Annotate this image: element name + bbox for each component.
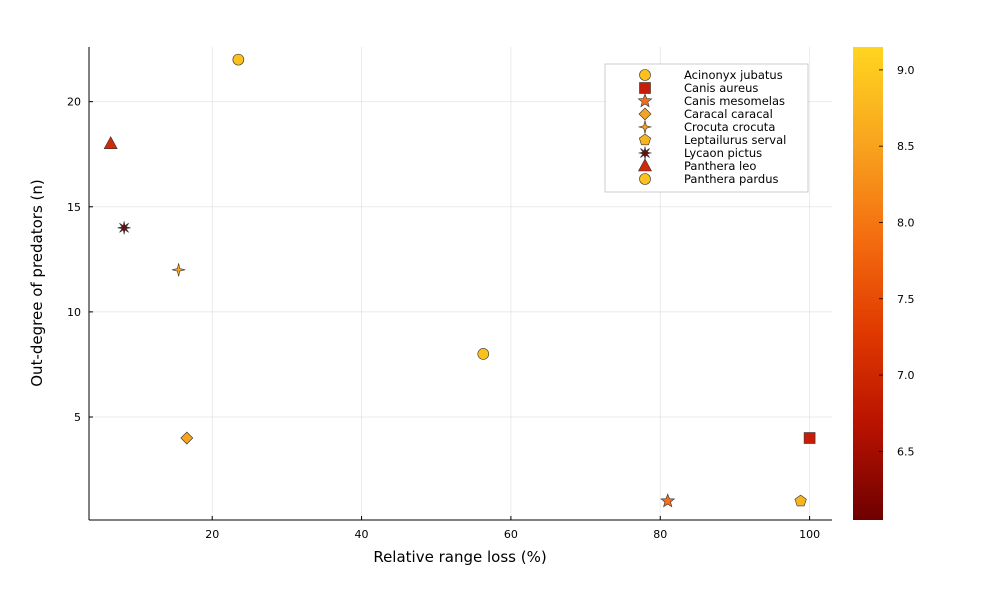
x-axis-label: Relative range loss (%) <box>373 548 546 566</box>
colorbar-gradient <box>853 47 883 520</box>
data-point <box>477 348 490 360</box>
legend-marker <box>638 107 652 121</box>
data-point <box>660 493 676 508</box>
legend-label: Acinonyx jubatus <box>684 68 783 82</box>
data-point <box>232 53 245 66</box>
legend-label: Panthera leo <box>684 159 756 173</box>
y-axis-label: Out-degree of predators (n) <box>28 179 46 387</box>
axes <box>88 47 832 521</box>
legend-marker <box>637 158 653 172</box>
colorbar-tick-label: 8.0 <box>897 216 915 229</box>
legend-label: Panthera pardus <box>684 172 779 186</box>
y-tick-label: 20 <box>67 96 81 109</box>
legend-label: Lycaon pictus <box>684 146 762 160</box>
legend-marker <box>639 173 651 185</box>
x-tick-label: 60 <box>504 528 518 541</box>
data-point <box>172 263 186 277</box>
y-tick-label: 15 <box>67 201 81 214</box>
colorbar: 6.5 7.0 7.5 8.0 8.5 9.0 <box>853 47 915 520</box>
data-point <box>180 431 194 445</box>
legend-label: Canis mesomelas <box>684 94 785 108</box>
colorbar-tick-label: 7.0 <box>897 369 915 382</box>
y-tick-label: 10 <box>67 306 81 319</box>
x-tick-label: 100 <box>799 528 820 541</box>
data-point <box>803 432 816 444</box>
x-tick-label: 80 <box>653 528 667 541</box>
data-points <box>103 53 816 508</box>
data-point <box>794 494 807 507</box>
legend-label: Canis aureus <box>684 81 758 95</box>
colorbar-tick-label: 7.5 <box>897 293 915 306</box>
legend-label: Leptailurus serval <box>684 133 786 147</box>
legend-label: Caracal caracal <box>684 107 773 121</box>
legend-marker <box>638 133 652 146</box>
tick-labels: 20 40 60 80 100 5 10 15 20 <box>67 96 820 541</box>
x-tick-label: 40 <box>355 528 369 541</box>
colorbar-tick-label: 8.5 <box>897 140 915 153</box>
legend-marker <box>637 93 653 108</box>
data-point <box>117 221 131 235</box>
legend-marker <box>638 120 652 134</box>
legend-marker <box>639 82 651 94</box>
x-tick-label: 20 <box>205 528 219 541</box>
y-tick-label: 5 <box>74 411 81 424</box>
colorbar-tick-label: 6.5 <box>897 445 915 458</box>
colorbar-tick-label: 9.0 <box>897 64 915 77</box>
legend-marker <box>639 69 651 81</box>
data-point <box>103 136 118 150</box>
legend-marker <box>638 146 652 160</box>
legend-label: Crocuta crocuta <box>684 120 775 134</box>
